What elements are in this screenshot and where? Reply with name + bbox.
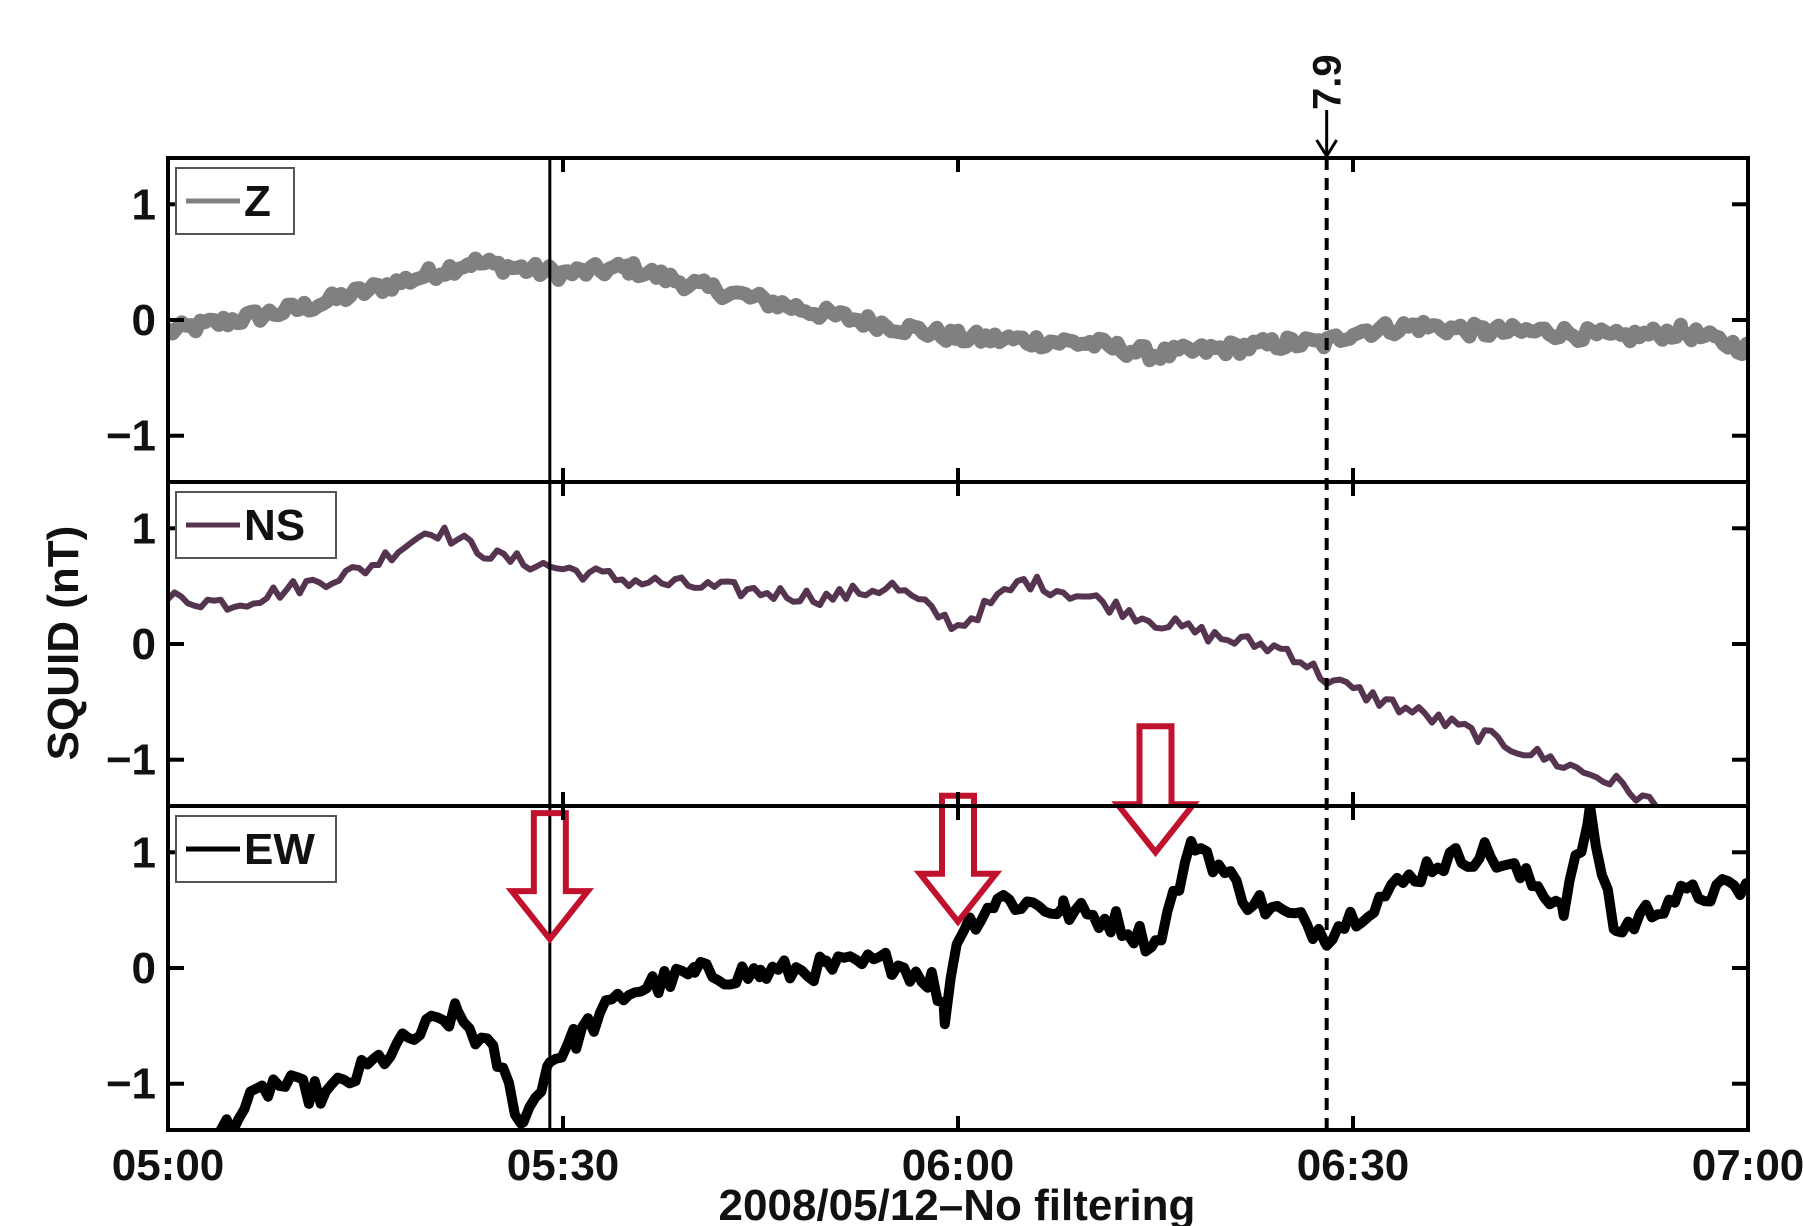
panels-layer bbox=[168, 251, 1748, 1130]
y-tick-label: 1 bbox=[132, 504, 156, 553]
red-arrow-3 bbox=[1111, 723, 1200, 858]
x-axis-label: 2008/05/12–No filtering bbox=[719, 1181, 1196, 1226]
panel-ew bbox=[215, 806, 1748, 1130]
y-tick-label: 1 bbox=[132, 828, 156, 877]
y-tick-label: 1 bbox=[132, 180, 156, 229]
x-tick-label: 07:00 bbox=[1692, 1141, 1803, 1190]
dashed-marker-label: 7.9 bbox=[1306, 54, 1350, 110]
axis-layer: 1 0 −1 Z 1 0 −1 NS 1 0 −1 EW 05:00 05:30 06:00 06:30 07:… bbox=[106, 156, 1803, 1190]
legend-ew: EW bbox=[175, 815, 337, 883]
red-arrow-2 bbox=[913, 792, 1003, 927]
legend-z: Z bbox=[175, 167, 295, 235]
panel-z bbox=[168, 251, 1748, 368]
legend-ns: NS bbox=[175, 491, 337, 559]
x-tick-label: 06:00 bbox=[902, 1141, 1015, 1190]
y-tick-label: −1 bbox=[106, 1060, 156, 1109]
panel-ew-frame bbox=[166, 804, 1750, 1132]
y-tick-label: −1 bbox=[106, 412, 156, 461]
legend-label: Z bbox=[244, 177, 271, 226]
panel-ns-frame bbox=[166, 480, 1750, 808]
x-tick-label: 06:30 bbox=[1297, 1141, 1410, 1190]
legend-label: EW bbox=[244, 825, 315, 874]
y-axis-label: SQUID (nT) bbox=[39, 526, 88, 761]
x-tick-label: 05:30 bbox=[507, 1141, 620, 1190]
y-tick-label: 0 bbox=[132, 620, 156, 669]
panel-ns bbox=[168, 524, 1659, 806]
legend-label: NS bbox=[244, 501, 305, 550]
y-tick-label: 0 bbox=[132, 944, 156, 993]
x-tick-label: 05:00 bbox=[112, 1141, 225, 1190]
y-tick-label: −1 bbox=[106, 736, 156, 785]
red-arrow-1 bbox=[505, 810, 595, 944]
y-tick-label: 0 bbox=[132, 296, 156, 345]
series-ew-line bbox=[215, 806, 1748, 1130]
series-ns-line bbox=[168, 524, 1659, 806]
series-z-line bbox=[168, 251, 1748, 368]
